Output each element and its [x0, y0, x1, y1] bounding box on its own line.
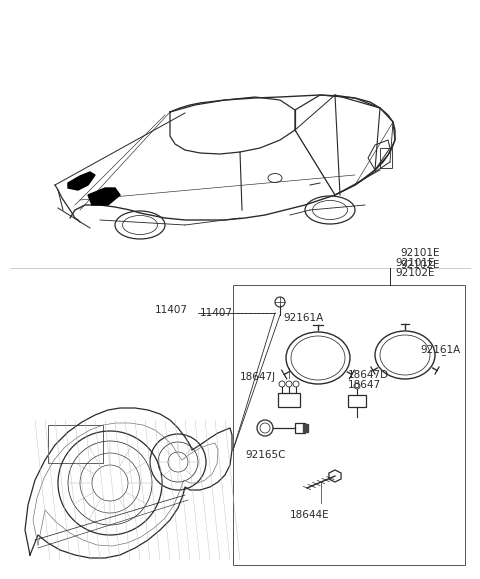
Bar — [233, 285, 465, 565]
Text: 18644E: 18644E — [290, 510, 330, 520]
Text: 11407: 11407 — [155, 305, 188, 315]
Text: 92165C: 92165C — [245, 450, 286, 460]
Text: 92102E: 92102E — [395, 268, 434, 278]
Bar — [303, 424, 308, 432]
Text: 11407: 11407 — [200, 308, 233, 318]
Text: 92161A: 92161A — [420, 345, 460, 355]
Text: 18647D: 18647D — [348, 370, 389, 380]
Text: 92102E: 92102E — [400, 260, 440, 270]
Bar — [380, 148, 392, 168]
Text: 18647: 18647 — [348, 380, 381, 390]
Bar — [48, 425, 103, 463]
Bar — [295, 423, 305, 433]
Text: 18647J: 18647J — [240, 372, 276, 382]
Text: 92101E: 92101E — [400, 248, 440, 258]
Bar — [278, 393, 300, 407]
Polygon shape — [68, 172, 95, 190]
Text: 92161A: 92161A — [283, 313, 323, 323]
Polygon shape — [88, 188, 120, 205]
Bar — [348, 395, 366, 407]
Text: 92101E: 92101E — [395, 258, 434, 268]
